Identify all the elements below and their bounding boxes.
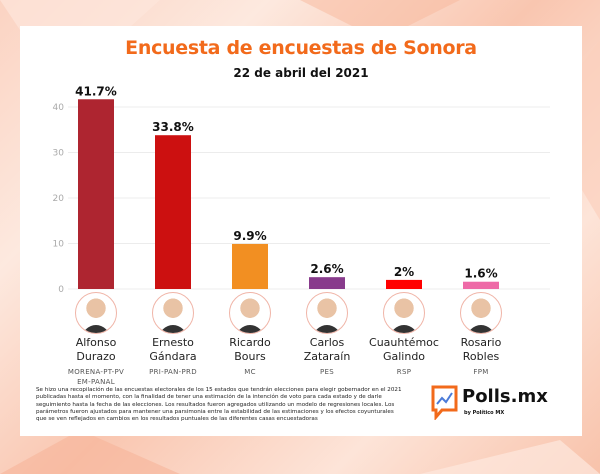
- candidate-name: Rosario Robles: [460, 336, 502, 363]
- data-label: 1.6%: [464, 267, 497, 281]
- y-tick-label: 10: [53, 240, 65, 250]
- chart-title: Encuesta de encuestas de Sonora: [125, 37, 477, 59]
- candidate-avatar: [152, 292, 194, 334]
- y-tick-label: 0: [58, 285, 64, 295]
- logo-subtext: by Político MX: [464, 410, 505, 416]
- bar: [232, 243, 268, 289]
- candidate-name: Carlos Zataraín: [303, 336, 351, 363]
- bar: [463, 281, 499, 289]
- candidate-avatar: [460, 292, 502, 334]
- candidate-avatar: [383, 292, 425, 334]
- bar-chart: 0 10 20 30 40 41.7% 33.8% 9.9% 2.6% 2% 1.6%: [53, 84, 550, 295]
- polls-logo-icon: [431, 385, 458, 422]
- methodology-note: Se hizo una recopilación de las encuesta…: [36, 387, 402, 423]
- candidate-card: Carlos Zataraín PES: [282, 292, 372, 377]
- candidate-card: Rosario Robles FPM: [436, 292, 526, 377]
- y-tick-label: 30: [53, 149, 65, 159]
- bar: [78, 99, 114, 289]
- candidate-name: Cuauhtémoc Galindo: [369, 336, 439, 363]
- data-label: 33.8%: [152, 120, 194, 134]
- candidate-avatar: [75, 292, 117, 334]
- data-label: 2%: [394, 265, 414, 279]
- bar: [309, 277, 345, 289]
- candidate-name: Ricardo Bours: [229, 336, 271, 363]
- candidate-avatar: [229, 292, 271, 334]
- candidate-card: Alfonso Durazo MORENA-PT-PVEM-PANAL: [51, 292, 141, 387]
- bar: [155, 135, 191, 289]
- polls-mx-logo: Polls.mx by Político MX: [430, 384, 560, 424]
- candidate-avatar: [306, 292, 348, 334]
- y-tick-label: 20: [53, 194, 65, 204]
- candidate-party: FPM: [473, 368, 489, 376]
- chart-card: Encuesta de encuestas de Sonora 22 de ab…: [20, 26, 582, 436]
- data-label: 9.9%: [233, 229, 266, 243]
- candidate-party: PES: [320, 368, 334, 376]
- logo-text: Polls.mx: [462, 386, 548, 407]
- candidate-name: Alfonso Durazo: [75, 336, 117, 363]
- data-label: 41.7%: [75, 84, 117, 98]
- candidate-card: Cuauhtémoc Galindo RSP: [359, 292, 449, 377]
- data-label: 2.6%: [310, 262, 343, 276]
- candidate-card: Ricardo Bours MC: [205, 292, 295, 377]
- candidate-card: Ernesto Gándara PRI-PAN-PRD: [128, 292, 218, 377]
- chart-subtitle: 22 de abril del 2021: [233, 66, 369, 80]
- bar: [386, 279, 422, 289]
- y-tick-label: 40: [53, 103, 65, 113]
- candidate-party: RSP: [396, 368, 412, 376]
- candidate-party: MC: [244, 368, 256, 376]
- candidate-party: PRI-PAN-PRD: [149, 368, 197, 376]
- candidate-party: MORENA-PT-PVEM-PANAL: [67, 368, 125, 386]
- candidate-name: Ernesto Gándara: [149, 336, 197, 363]
